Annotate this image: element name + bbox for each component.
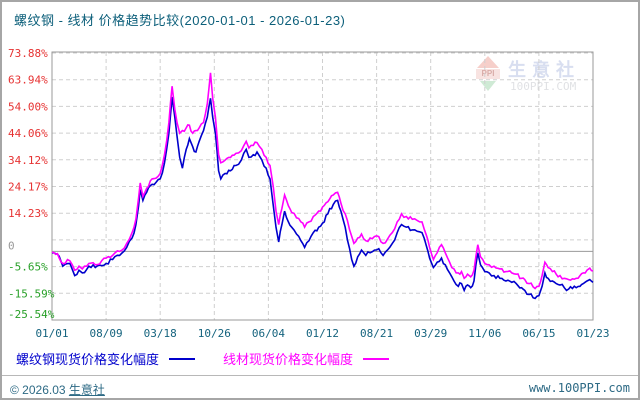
legend-label-wire: 线材现货价格变化幅度 — [223, 352, 354, 367]
y-tick-label: -5.65% — [8, 261, 48, 274]
watermark: PPI 生意社 100PPI.COM — [474, 54, 604, 106]
page-title: 螺纹钢 - 线材 价格趋势比较(2020-01-01 - 2026-01-23) — [14, 13, 346, 28]
y-tick-label: 14.23% — [8, 207, 48, 220]
y-tick-label: 63.94% — [8, 74, 48, 87]
y-tick-label: -25.54% — [8, 308, 55, 321]
footer-site-link[interactable]: www.100PPI.com — [528, 381, 630, 395]
x-tick-label: 06/04 — [252, 327, 285, 340]
x-tick-label: 08/09 — [90, 327, 123, 340]
brand-link[interactable]: 生意社 — [68, 383, 105, 397]
100ppi-logo-icon: PPI — [474, 56, 504, 100]
y-tick-label: 34.12% — [8, 154, 48, 167]
y-tick-label: 44.06% — [8, 127, 48, 140]
y-tick-label: 73.88% — [8, 47, 48, 60]
x-tick-label: 06/15 — [522, 327, 555, 340]
logo-roof-icon — [477, 56, 499, 68]
logo-triangle-icon — [480, 81, 496, 91]
footer-copyright: © 2026.03 生意社 — [10, 381, 105, 398]
y-tick-label: 54.00% — [8, 100, 48, 113]
x-tick-label: 10/26 — [198, 327, 231, 340]
footer-bar: © 2026.03 生意社 www.100PPI.com — [2, 375, 638, 398]
legend-line-swatch-rebar — [169, 357, 196, 360]
x-tick-label: 01/12 — [306, 327, 339, 340]
watermark-site: 100PPI.COM — [510, 80, 577, 93]
x-tick-label: 11/06 — [468, 327, 501, 340]
y-tick-label: 24.17% — [8, 181, 48, 194]
x-tick-label: 03/29 — [414, 327, 447, 340]
legend-label-rebar: 螺纹钢现货价格变化幅度 — [16, 352, 160, 367]
x-tick-label: 03/18 — [144, 327, 177, 340]
watermark-brand: 生意社 — [508, 60, 580, 80]
x-tick-label: 01/23 — [576, 327, 609, 340]
legend-item-rebar: 螺纹钢现货价格变化幅度 — [16, 349, 196, 368]
chart-legend: 螺纹钢现货价格变化幅度 线材现货价格变化幅度 — [16, 349, 417, 368]
legend-line-swatch-wire — [363, 357, 390, 360]
copyright-text: © 2026.03 — [10, 383, 66, 397]
x-tick-label: 08/21 — [360, 327, 393, 340]
y-tick-zero-label: 0 — [8, 239, 15, 252]
x-tick-label: 01/01 — [35, 327, 68, 340]
legend-item-wire: 线材现货价格变化幅度 — [223, 349, 390, 368]
logo-ppi-label: PPI — [476, 69, 500, 79]
y-tick-label: -15.59% — [8, 287, 55, 300]
